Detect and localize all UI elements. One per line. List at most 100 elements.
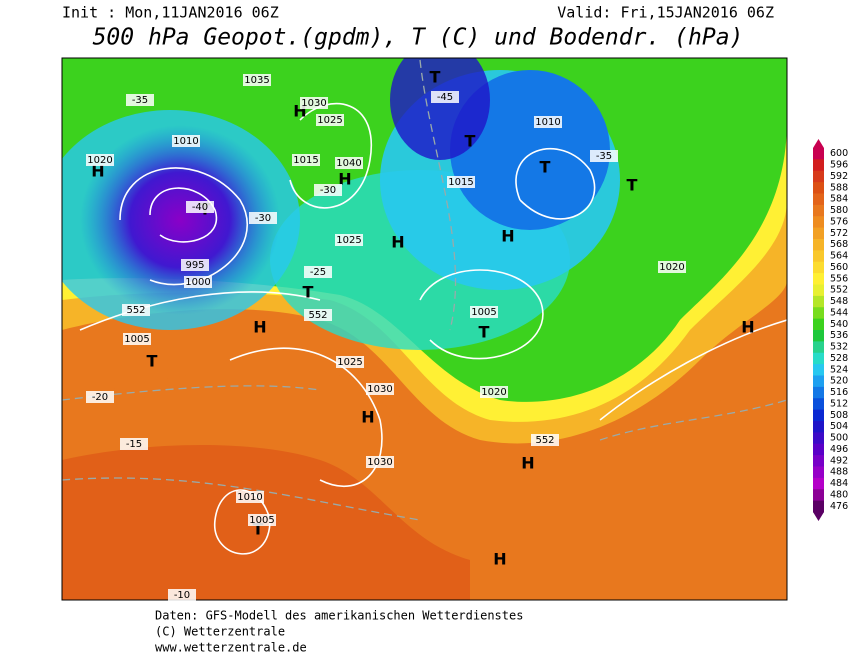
legend-swatch [813,421,824,433]
legend-label: 576 [830,216,848,227]
legend-label: 520 [830,376,848,387]
contour-label: 552 [126,305,145,316]
pressure-center: T [627,176,638,195]
contour-label: 552 [308,310,327,321]
contour-label: -10 [174,590,190,601]
label-bg [480,386,508,398]
legend-swatch [813,364,824,376]
legend-label: 592 [830,171,848,182]
pressure-center: T [430,68,441,87]
label-bg [300,97,328,109]
label-bg [366,383,394,395]
label-bg [304,309,332,321]
map-field [62,58,787,600]
legend-swatch [813,204,824,217]
legend-swatch [813,216,824,229]
label-bg [335,157,363,169]
label-bg [292,154,320,166]
map-frame [61,57,788,601]
legend-swatch [813,443,824,456]
label-bg [172,135,200,147]
legend-swatch [813,341,824,354]
contour-label: 1015 [448,177,473,188]
legend-swatch [813,148,824,160]
isobar [149,187,218,243]
contour-label: 1030 [367,457,392,468]
legend-swatch [813,307,824,320]
label-bg [122,304,150,316]
legend-swatch [813,432,824,445]
pressure-center: T [303,283,314,302]
legend-label: 536 [830,330,848,341]
contour-label: -25 [310,267,326,278]
label-bg [120,438,148,450]
contour-label: -45 [437,92,453,103]
legend-swatch [813,500,824,513]
legend-label: 596 [830,160,848,171]
label-bg [248,514,276,526]
contour-label: -30 [255,213,271,224]
contour-label: 1005 [249,515,274,526]
contour-label: 1020 [87,155,112,166]
legend-label: 580 [830,205,848,216]
pressure-center: H [91,162,104,181]
legend-label: 484 [830,478,848,489]
legend-swatch [813,239,824,251]
label-bg [168,589,196,601]
contour-label: 1010 [237,492,262,503]
label-bg [184,276,212,288]
label-bg [314,184,342,196]
legend-label: 552 [830,285,848,296]
field-blue2 [390,58,490,160]
legend-swatch [813,409,824,422]
legend-swatch [813,284,824,297]
legend-label: 504 [830,421,848,432]
label-bg [335,234,363,246]
field-blue [450,70,610,230]
legend-label: 488 [830,467,848,478]
legend-swatch [813,170,824,183]
contour-label: 1000 [185,277,210,288]
map-title: 500 hPa Geopot.(gpdm), T (C) und Bodendr… [93,25,744,51]
footer-url: www.wetterzentrale.de [155,641,307,655]
isotherm [419,59,457,331]
valid-time: Valid: Fri,15JAN2016 06Z [557,4,774,22]
init-time: Init : Mon,11JAN2016 06Z [62,4,279,22]
legend-label: 548 [830,296,848,307]
legend-label: 584 [830,194,848,205]
legend-swatch [813,489,824,502]
label-bg [181,259,209,271]
legend-swatch [813,398,824,411]
label-bg [249,212,277,224]
pressure-center: H [521,454,534,473]
legend-swatch [813,250,824,263]
legend-swatch [813,477,824,490]
legend-label: 600 [830,148,848,159]
legend-label: 508 [830,410,848,421]
contour-label: 1030 [367,384,392,395]
contour-label: 995 [185,260,204,271]
label-bg [447,176,475,188]
isobar [79,291,321,331]
label-bg [336,356,364,368]
pressure-center: H [361,408,374,427]
label-bg [86,154,114,166]
pressure-center: H [501,227,514,246]
pressure-center: H [741,318,754,337]
label-bg [304,266,332,278]
label-bg [431,91,459,103]
map-labels: HTHTHTHTHTHHTHTHTHT103510251020101099510… [86,68,755,601]
footer-copyright: (C) Wetterzentrale [155,625,285,639]
label-bg [590,150,618,162]
legend-label: 476 [830,501,848,512]
legend-label: 560 [830,262,848,273]
legend-label: 512 [830,398,848,409]
contour-label: -30 [320,185,336,196]
contour-label: -15 [126,439,142,450]
legend-label: 540 [830,319,848,330]
legend-label: 496 [830,444,848,455]
legend-arrow-top [813,139,824,148]
legend-swatch [813,318,824,331]
